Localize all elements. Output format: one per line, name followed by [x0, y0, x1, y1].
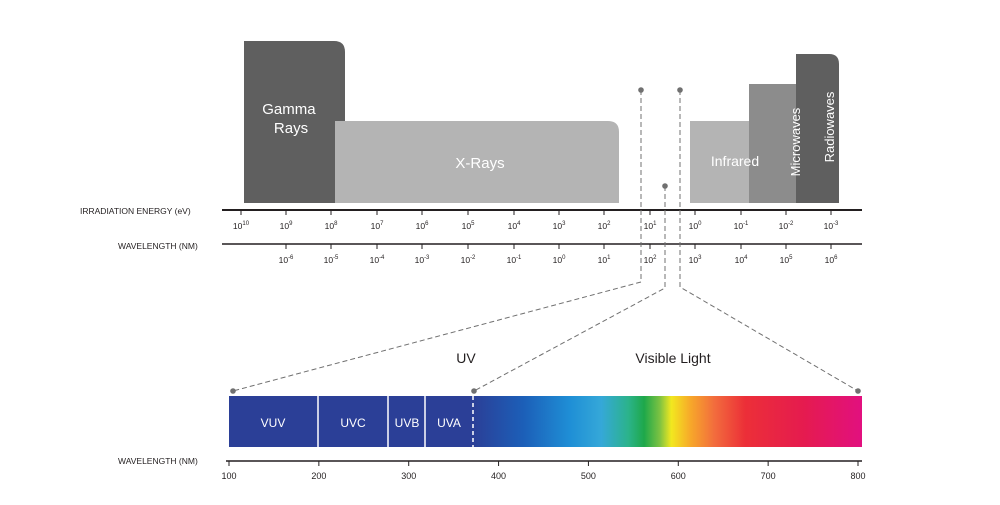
microwaves-label: Microwaves	[788, 107, 803, 176]
bottom-tick-label: 600	[671, 471, 686, 481]
segment-uvb-label: UVB	[395, 416, 420, 430]
wavelength-tick-label: 10-3	[415, 255, 430, 265]
energy-tick-label: 104	[508, 221, 521, 231]
wavelength-tick-label: 100	[553, 255, 566, 265]
energy-tick-label: 100	[689, 221, 702, 231]
x-rays-label: X-Rays	[455, 155, 504, 172]
bottom-tick-label: 200	[311, 471, 326, 481]
infrared-label: Infrared	[711, 153, 759, 169]
segment-uva-label: UVA	[437, 416, 461, 430]
connector-dots	[230, 87, 861, 394]
bottom-tick-label: 500	[581, 471, 596, 481]
connector-dot	[471, 388, 477, 394]
connector-dot	[638, 87, 644, 93]
wavelength-tick-label: 10-1	[507, 255, 522, 265]
zoom-connectors	[232, 90, 859, 392]
bottom-tick-label: 400	[491, 471, 506, 481]
energy-tick-label: 102	[598, 221, 611, 231]
wavelength-tick-label: 103	[689, 255, 702, 265]
connector-dot	[230, 388, 236, 394]
wavelength-tick-label: 10-6	[279, 255, 294, 265]
microwaves-block	[749, 84, 805, 203]
energy-tick-label: 109	[280, 221, 293, 231]
segment-uvc-label: UVC	[340, 416, 366, 430]
segment-vuv-label: VUV	[261, 416, 286, 430]
wavelength-tick-label: 10-4	[370, 255, 385, 265]
wavelength-tick-label: 101	[598, 255, 611, 265]
uv-bar	[229, 396, 474, 447]
visible-light-heading: Visible Light	[635, 350, 710, 366]
energy-tick-label: 103	[553, 221, 566, 231]
bottom-tick-label: 700	[761, 471, 776, 481]
bottom-axis-label: WAVELENGTH (NM)	[118, 456, 198, 466]
energy-tick-label: 10-2	[779, 221, 794, 231]
energy-tick-label: 101	[644, 221, 657, 231]
wavelength-tick-label: 10-2	[461, 255, 476, 265]
uv-heading: UV	[456, 350, 476, 366]
gamma-rays-line2: Rays	[274, 120, 308, 137]
radiowaves-block	[796, 54, 839, 203]
bottom-ticks: 100 200 300 400 500 600 700 800	[221, 461, 866, 481]
connector-dot	[662, 183, 668, 189]
energy-tick-label: 10-1	[734, 221, 749, 231]
connector-dot	[855, 388, 861, 394]
radiowaves-label: Radiowaves	[822, 91, 837, 162]
visible-right-connector	[679, 90, 859, 392]
energy-tick-label: 106	[416, 221, 429, 231]
wavelength-tick-label: 10-5	[324, 255, 339, 265]
uv-left-connector	[232, 90, 642, 392]
bottom-tick-label: 800	[850, 471, 865, 481]
energy-tick-label: 107	[371, 221, 384, 231]
wavelength-tick-label: 106	[825, 255, 838, 265]
x-rays-block	[335, 121, 619, 203]
gamma-rays-block	[244, 41, 345, 203]
uv-right-connector	[473, 186, 666, 392]
energy-tick-label: 108	[325, 221, 338, 231]
visible-spectrum-bar	[473, 396, 862, 447]
energy-axis-label: IRRADIATION ENERGY (eV)	[80, 206, 191, 216]
wavelength-tick-label: 104	[735, 255, 748, 265]
connector-dot	[677, 87, 683, 93]
gamma-rays-label: Gamma Rays	[262, 101, 320, 137]
energy-ticks: 1010 109 108 107 106 105 104 103 102 101 100 10-1 10…	[233, 210, 839, 231]
wavelength-tick-label: 105	[780, 255, 793, 265]
wavelength-tick-label: 102	[644, 255, 657, 265]
energy-tick-label: 1010	[233, 221, 250, 231]
bottom-tick-label: 300	[401, 471, 416, 481]
gamma-rays-line1: Gamma	[262, 101, 316, 118]
bottom-tick-label: 100	[221, 471, 236, 481]
wavelength-ticks: 10-6 10-5 10-4 10-3 10-2 10-1 100 101 102 103 104 1…	[279, 244, 838, 265]
wavelength-axis-label: WAVELENGTH (NM)	[118, 241, 198, 251]
energy-tick-label: 10-3	[824, 221, 839, 231]
energy-tick-label: 105	[462, 221, 475, 231]
